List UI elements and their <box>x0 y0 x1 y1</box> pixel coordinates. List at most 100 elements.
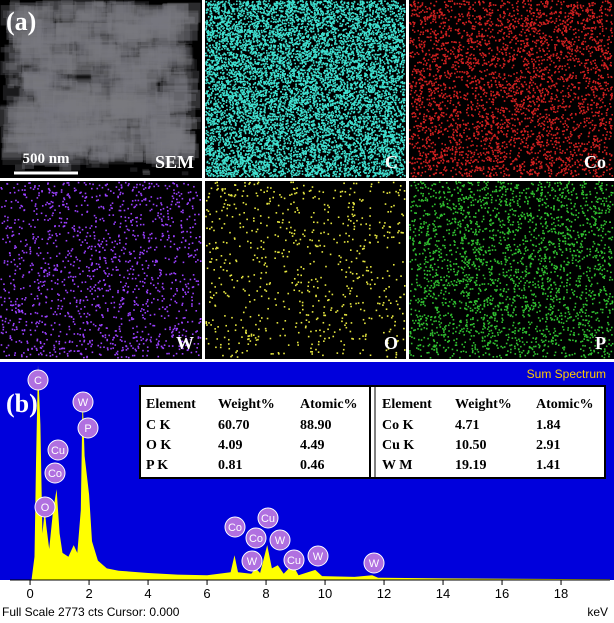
sem-texture <box>91 0 124 20</box>
sem-texture <box>127 153 143 163</box>
sem-texture <box>161 43 189 60</box>
element-dot <box>254 112 257 115</box>
element-dot <box>378 108 380 111</box>
element-dot <box>313 95 316 97</box>
element-dot <box>315 72 318 74</box>
element-dot <box>375 73 378 76</box>
element-dot <box>250 40 252 42</box>
element-dot <box>328 44 331 46</box>
element-dot <box>398 171 401 173</box>
sem-texture <box>116 65 148 85</box>
element-dot <box>207 122 209 124</box>
sem-texture <box>156 134 188 153</box>
element-dot <box>271 35 274 38</box>
element-dot <box>299 153 301 156</box>
sem-texture <box>58 62 76 73</box>
element-dot <box>233 127 235 130</box>
sem-texture <box>41 34 56 43</box>
element-dot <box>282 93 284 96</box>
element-dot <box>373 117 375 120</box>
sem-texture <box>152 12 184 32</box>
element-dot <box>347 104 349 107</box>
sem-texture <box>177 59 197 71</box>
element-dot <box>330 84 332 86</box>
sem-texture <box>72 127 104 147</box>
sem-texture <box>181 16 194 24</box>
element-dot <box>304 71 307 74</box>
element-dot <box>363 65 366 68</box>
element-dot <box>320 81 323 83</box>
sem-texture <box>119 63 145 78</box>
element-dot <box>290 152 293 155</box>
element-dot <box>207 101 209 104</box>
element-dot <box>300 3 302 6</box>
map-panel <box>0 0 202 178</box>
element-dot <box>363 152 366 155</box>
element-dot <box>341 43 343 46</box>
element-dot <box>232 160 235 163</box>
element-dot <box>286 142 289 144</box>
element-dot <box>266 132 269 134</box>
element-dot <box>357 103 359 106</box>
sem-texture <box>115 8 134 20</box>
element-dot <box>208 86 210 89</box>
sem-texture <box>33 81 49 91</box>
element-dot <box>322 150 325 153</box>
element-dot <box>346 144 348 146</box>
element-dot <box>333 6 336 9</box>
element-dot <box>257 142 260 145</box>
sem-texture <box>142 170 151 176</box>
element-dot <box>242 149 245 152</box>
sem-texture <box>80 121 101 134</box>
element-dot <box>331 28 334 30</box>
sem-texture <box>166 105 196 124</box>
element-dot <box>252 91 255 94</box>
element-dot <box>265 147 268 150</box>
sem-texture <box>115 72 148 92</box>
element-dot <box>402 37 405 40</box>
element-dot <box>331 166 334 168</box>
element-dot <box>374 149 377 152</box>
sem-texture <box>88 96 117 113</box>
element-dot <box>243 86 246 89</box>
element-dot <box>378 16 380 19</box>
sem-texture <box>94 102 123 120</box>
element-dot <box>261 48 263 51</box>
sem-texture <box>22 49 51 67</box>
element-dot <box>256 20 258 23</box>
sem-texture <box>112 134 131 146</box>
sem-texture <box>116 99 149 119</box>
sem-texture <box>167 143 179 151</box>
element-dot <box>259 100 262 103</box>
element-dot <box>287 77 289 80</box>
sem-texture <box>75 149 88 157</box>
sem-texture <box>20 40 50 58</box>
element-dot <box>342 38 345 40</box>
sem-texture <box>139 112 170 131</box>
sem-texture <box>22 67 39 78</box>
element-dot <box>228 29 230 32</box>
element-dot <box>209 13 211 15</box>
element-dot <box>383 38 385 41</box>
element-dot <box>295 83 297 86</box>
element-dot <box>333 106 336 108</box>
element-dot <box>259 11 262 13</box>
element-dot <box>397 69 400 71</box>
element-dot <box>370 169 372 171</box>
sem-texture <box>100 67 126 83</box>
element-dot <box>239 10 241 12</box>
sem-texture <box>3 134 35 153</box>
element-dot <box>334 39 337 42</box>
element-dot <box>246 70 249 73</box>
element-dot <box>286 44 289 46</box>
sem-texture <box>5 78 18 86</box>
element-dot <box>373 70 376 72</box>
sem-texture <box>142 105 171 122</box>
element-dot <box>232 106 235 109</box>
sem-texture <box>114 22 147 42</box>
element-dot <box>228 164 231 166</box>
sem-texture <box>167 22 198 41</box>
element-dot <box>288 24 290 27</box>
sem-texture <box>12 25 47 47</box>
sem-texture <box>12 140 22 146</box>
